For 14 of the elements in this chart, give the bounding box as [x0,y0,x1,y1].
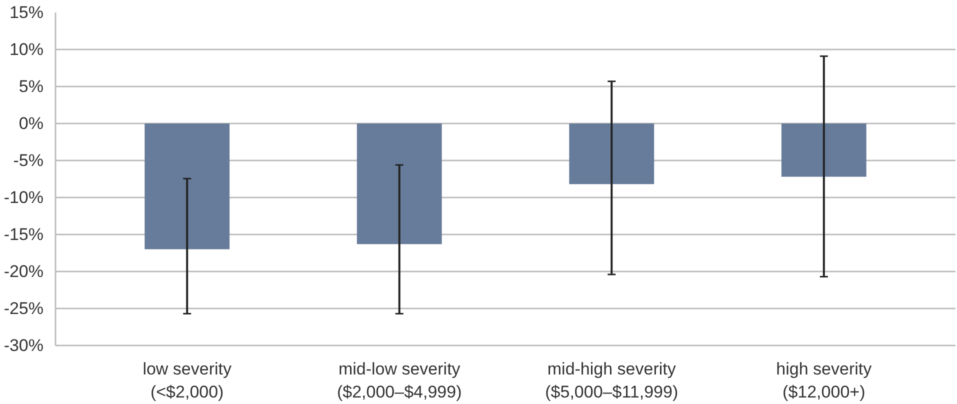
x-tick-label: high severity ($12,000+) [776,360,872,402]
y-tick-label: -25% [4,299,44,318]
y-tick-label: 15% [9,3,44,22]
y-tick-label: 5% [18,77,44,96]
y-tick-label: 0% [18,114,44,133]
x-tick-label: mid-high severity ($5,000–$11,999) [545,360,678,402]
y-tick-label: -30% [4,336,44,355]
y-tick-label: -20% [4,262,44,281]
x-tick-label: low severity (<$2,000) [142,360,232,402]
y-tick-label: -10% [4,188,44,207]
y-tick-label: 10% [9,40,44,59]
x-tick-label: mid-low severity ($2,000–$4,999) [336,360,462,402]
y-tick-label: -5% [13,151,44,170]
y-tick-label: -15% [4,225,44,244]
